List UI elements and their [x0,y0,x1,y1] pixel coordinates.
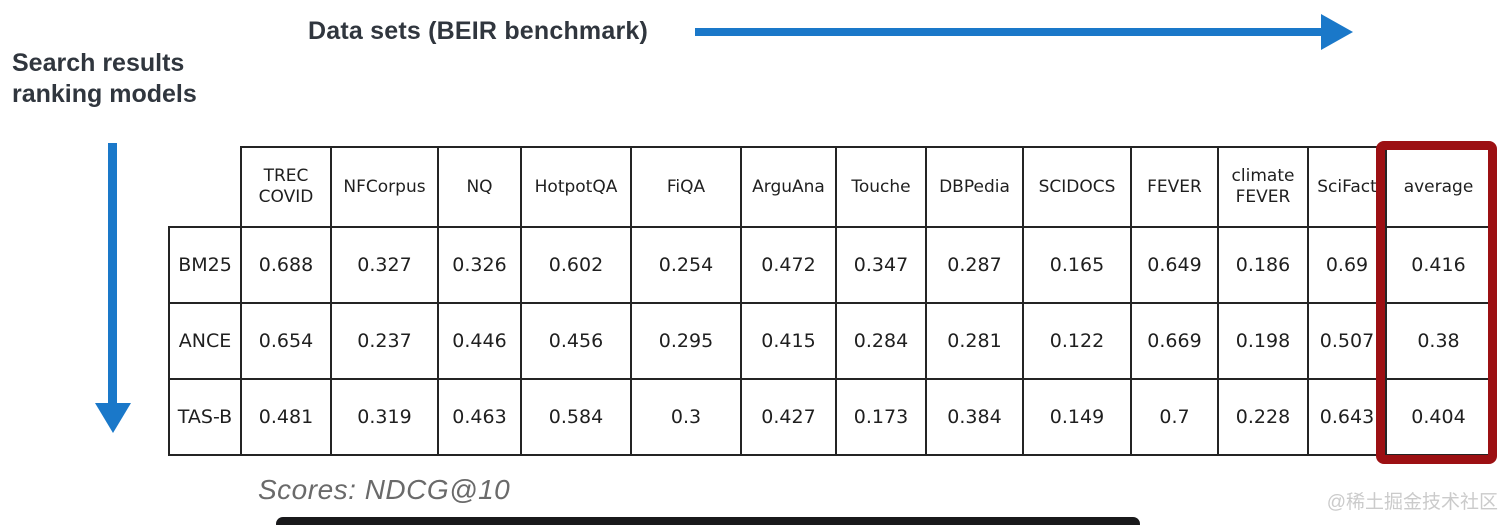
score-cell: 0.149 [1022,378,1132,456]
score-cell: 0.584 [520,378,632,456]
score-cell: 0.287 [925,226,1024,304]
right-arrow-icon [695,14,1355,50]
column-header: NQ [437,146,522,228]
column-header: SciFact [1307,146,1387,228]
score-cell: 0.319 [330,378,439,456]
score-cell: 0.404 [1385,378,1492,456]
score-cell: 0.38 [1385,302,1492,380]
column-header: ArguAna [740,146,837,228]
score-cell: 0.654 [240,302,332,380]
score-cell: 0.295 [630,302,742,380]
score-cell: 0.186 [1217,226,1309,304]
score-cell: 0.688 [240,226,332,304]
score-cell: 0.122 [1022,302,1132,380]
score-cell: 0.472 [740,226,837,304]
score-cell: 0.347 [835,226,927,304]
header-row: TREC COVID NFCorpus NQ HotpotQA FiQA ArguAna T… [169,146,1492,228]
column-header: Touche [835,146,927,228]
column-header: FEVER [1130,146,1219,228]
score-cell: 0.69 [1307,226,1387,304]
score-cell: 0.228 [1217,378,1309,456]
bottom-bar [276,517,1140,525]
column-header: climate FEVER [1217,146,1309,228]
score-cell: 0.649 [1130,226,1219,304]
models-axis-title: Search results ranking models [12,49,197,108]
score-cell: 0.281 [925,302,1024,380]
right-arrow-head [1321,14,1353,50]
score-cell: 0.507 [1307,302,1387,380]
corner-cell [169,147,241,227]
score-cell: 0.384 [925,378,1024,456]
table-row: ANCE 0.654 0.237 0.446 0.456 0.295 0.415 0.284 0… [168,302,1492,380]
score-cell: 0.173 [835,378,927,456]
score-cell: 0.198 [1217,302,1309,380]
row-header: ANCE [168,302,242,380]
score-cell: 0.481 [240,378,332,456]
column-header: TREC COVID [240,146,332,228]
score-cell: 0.415 [740,302,837,380]
column-header: FiQA [630,146,742,228]
score-cell: 0.165 [1022,226,1132,304]
column-header: SCIDOCS [1022,146,1132,228]
score-cell: 0.237 [330,302,439,380]
down-arrow-head [95,403,131,433]
score-cell: 0.327 [330,226,439,304]
score-cell: 0.416 [1385,226,1492,304]
column-header: average [1385,146,1492,228]
scores-metric-note: Scores: NDCG@10 [258,474,511,505]
column-header: HotpotQA [520,146,632,228]
score-cell: 0.326 [437,226,522,304]
score-cell: 0.284 [835,302,927,380]
row-header: TAS-B [168,378,242,456]
datasets-axis-title: Data sets (BEIR benchmark) [308,17,649,45]
table-row: BM25 0.688 0.327 0.326 0.602 0.254 0.472 0.347 0… [168,226,1492,304]
right-arrow-shaft [695,28,1323,36]
column-header: NFCorpus [330,146,439,228]
score-cell: 0.7 [1130,378,1219,456]
score-cell: 0.456 [520,302,632,380]
score-cell: 0.446 [437,302,522,380]
scores-table: TREC COVID NFCorpus NQ HotpotQA FiQA ArguAna T… [168,146,1492,456]
score-cell: 0.643 [1307,378,1387,456]
down-arrow-shaft [108,143,117,405]
row-header: BM25 [168,226,242,304]
column-header: DBPedia [925,146,1024,228]
score-cell: 0.427 [740,378,837,456]
score-cell: 0.602 [520,226,632,304]
watermark-text: @稀土掘金技术社区 [1326,492,1498,513]
score-cell: 0.669 [1130,302,1219,380]
score-cell: 0.463 [437,378,522,456]
score-cell: 0.254 [630,226,742,304]
table-row: TAS-B 0.481 0.319 0.463 0.584 0.3 0.427 0.173 0.… [168,378,1492,456]
score-cell: 0.3 [630,378,742,456]
down-arrow-icon [92,143,132,433]
